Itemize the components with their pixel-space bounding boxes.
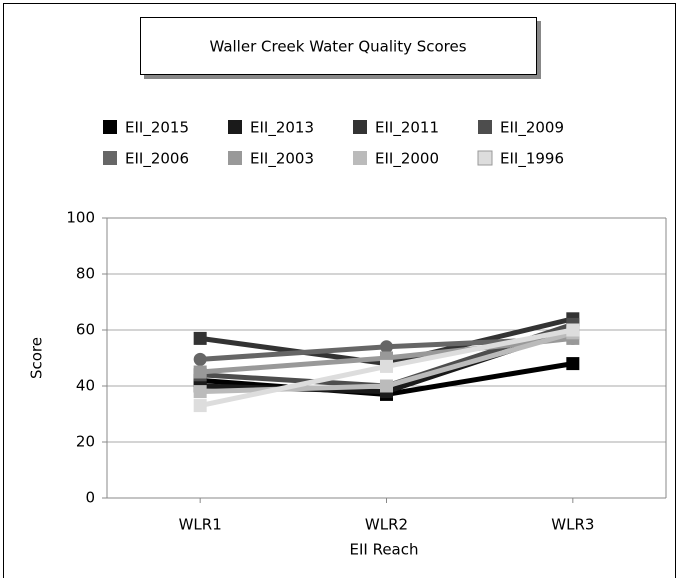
point-marker [193, 352, 207, 366]
legend-swatch [353, 151, 367, 165]
x-tick-label: WLR1 [179, 516, 222, 534]
legend-label: EII_2000 [375, 150, 439, 169]
legend-swatch [228, 151, 242, 165]
y-tick-label: 60 [76, 321, 95, 339]
y-tick-label: 0 [85, 489, 95, 507]
legend-swatch [477, 150, 493, 166]
point-marker [193, 331, 207, 345]
legend-swatch [103, 120, 117, 134]
title-box [140, 17, 537, 75]
y-tick-label: 40 [76, 377, 95, 395]
legend-swatch [103, 151, 117, 165]
point-marker [380, 340, 393, 354]
legend-label: EII_2006 [125, 150, 189, 169]
legend-label: EII_2015 [125, 119, 189, 138]
point-marker [380, 359, 393, 373]
y-tick-label: 20 [76, 433, 95, 451]
point-marker [566, 357, 580, 371]
x-tick-label: WLR2 [365, 516, 408, 534]
point-marker [566, 323, 580, 337]
y-tick-label: 100 [66, 209, 95, 227]
point-marker [380, 379, 393, 393]
x-tick-label: WLR3 [551, 516, 594, 534]
x-axis-label: EII Reach [349, 541, 418, 559]
legend-label: EII_2009 [500, 119, 564, 138]
chart-title: Waller Creek Water Quality Scores [209, 38, 466, 56]
legend-label: EII_2013 [250, 119, 314, 138]
point-marker [193, 385, 207, 399]
legend-swatch [353, 120, 367, 134]
legend-label: EII_2003 [250, 150, 314, 169]
legend-swatch [228, 120, 242, 134]
legend-label: EII_2011 [375, 119, 439, 138]
legend-swatch [478, 120, 492, 134]
point-marker [193, 399, 207, 413]
point-marker [193, 365, 207, 379]
legend-label: EII_1996 [500, 150, 564, 169]
y-tick-label: 80 [76, 265, 95, 283]
y-axis-label: Score [28, 337, 46, 379]
